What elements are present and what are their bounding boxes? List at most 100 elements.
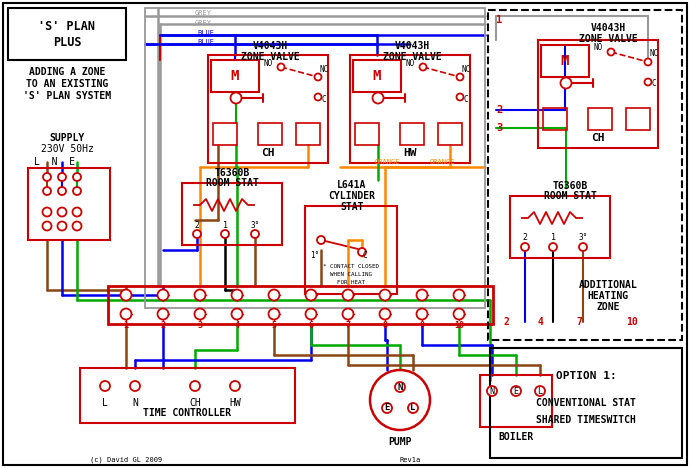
Text: M: M — [231, 69, 239, 83]
Bar — [543, 108, 567, 130]
Bar — [108, 286, 493, 324]
Circle shape — [370, 370, 430, 430]
Text: NO: NO — [593, 44, 602, 52]
Text: 2: 2 — [503, 317, 509, 327]
Circle shape — [521, 243, 529, 251]
Text: M: M — [561, 54, 569, 68]
Bar — [28, 168, 110, 240]
Text: C: C — [322, 95, 326, 103]
Bar — [353, 60, 401, 92]
Circle shape — [43, 207, 52, 217]
Circle shape — [100, 381, 110, 391]
Text: FOR HEAT: FOR HEAT — [337, 279, 365, 285]
Circle shape — [511, 386, 521, 396]
Bar — [400, 123, 424, 145]
Text: BLUE: BLUE — [197, 30, 214, 36]
Text: 1: 1 — [496, 15, 502, 25]
Bar — [213, 123, 237, 145]
Circle shape — [560, 78, 571, 88]
Text: (c) David GL 2009: (c) David GL 2009 — [90, 457, 162, 463]
Text: 'S' PLAN: 'S' PLAN — [39, 20, 95, 32]
Text: M: M — [373, 69, 381, 83]
Circle shape — [306, 290, 317, 300]
Text: 5: 5 — [271, 322, 277, 330]
Text: WHEN CALLING: WHEN CALLING — [330, 271, 372, 277]
Text: TIME CONTROLLER: TIME CONTROLLER — [143, 408, 231, 418]
Circle shape — [408, 403, 418, 413]
Text: CH: CH — [189, 398, 201, 408]
Text: ZONE VALVE: ZONE VALVE — [383, 52, 442, 62]
Circle shape — [230, 93, 241, 103]
Text: C: C — [464, 95, 469, 103]
Text: 2: 2 — [161, 322, 166, 330]
Bar — [182, 183, 282, 245]
Circle shape — [306, 308, 317, 320]
Bar — [145, 8, 485, 308]
Bar — [488, 10, 682, 340]
Circle shape — [58, 173, 66, 181]
Text: 2: 2 — [496, 105, 502, 115]
Text: 4: 4 — [235, 322, 239, 330]
Circle shape — [380, 290, 391, 300]
Circle shape — [644, 79, 651, 86]
Text: * CONTACT CLOSED: * CONTACT CLOSED — [323, 263, 379, 269]
Text: T6360B: T6360B — [215, 168, 250, 178]
Text: T6360B: T6360B — [553, 181, 588, 191]
Text: ZONE VALVE: ZONE VALVE — [241, 52, 299, 62]
Text: V4043H: V4043H — [395, 41, 430, 51]
Text: L  N  E: L N E — [34, 157, 76, 167]
Bar — [438, 123, 462, 145]
Text: 7: 7 — [346, 322, 351, 330]
Circle shape — [342, 308, 353, 320]
Circle shape — [221, 230, 229, 238]
Bar — [296, 123, 320, 145]
Bar — [305, 206, 397, 294]
Text: 3°: 3° — [250, 220, 259, 229]
Text: NC: NC — [649, 50, 659, 58]
Text: E: E — [513, 387, 518, 395]
Circle shape — [395, 382, 405, 392]
Text: Rev1a: Rev1a — [400, 457, 422, 463]
Circle shape — [549, 243, 557, 251]
Text: 'S' PLAN SYSTEM: 'S' PLAN SYSTEM — [23, 91, 111, 101]
Circle shape — [457, 94, 464, 101]
Circle shape — [57, 207, 66, 217]
Circle shape — [130, 381, 140, 391]
Text: V4043H: V4043H — [591, 23, 626, 33]
Circle shape — [607, 49, 615, 56]
Bar — [588, 108, 612, 130]
Text: L: L — [102, 398, 108, 408]
Text: N: N — [397, 382, 403, 392]
Text: NC: NC — [462, 65, 471, 73]
Circle shape — [342, 290, 353, 300]
Text: L: L — [411, 403, 415, 412]
Circle shape — [251, 230, 259, 238]
Text: L: L — [538, 387, 542, 395]
Text: SHARED TIMESWITCH: SHARED TIMESWITCH — [536, 415, 636, 425]
Text: ROOM STAT: ROOM STAT — [544, 191, 596, 201]
Circle shape — [232, 308, 242, 320]
Circle shape — [195, 308, 206, 320]
Text: GREY: GREY — [195, 10, 212, 16]
Text: 1: 1 — [124, 322, 128, 330]
Text: ADDING A ZONE: ADDING A ZONE — [29, 67, 105, 77]
Circle shape — [277, 64, 284, 71]
Circle shape — [72, 207, 81, 217]
Circle shape — [43, 187, 51, 195]
Circle shape — [73, 187, 81, 195]
Text: HW: HW — [403, 148, 417, 158]
Circle shape — [57, 221, 66, 231]
Bar — [355, 123, 379, 145]
Circle shape — [157, 290, 168, 300]
Circle shape — [417, 290, 428, 300]
Bar — [258, 123, 282, 145]
Text: ZONE VALVE: ZONE VALVE — [579, 34, 638, 44]
Text: NC: NC — [319, 65, 328, 73]
Bar — [8, 8, 126, 60]
Circle shape — [382, 403, 392, 413]
Circle shape — [453, 290, 464, 300]
Text: 230V 50Hz: 230V 50Hz — [41, 144, 93, 154]
Circle shape — [43, 173, 51, 181]
Circle shape — [373, 93, 384, 103]
Bar — [541, 45, 589, 77]
